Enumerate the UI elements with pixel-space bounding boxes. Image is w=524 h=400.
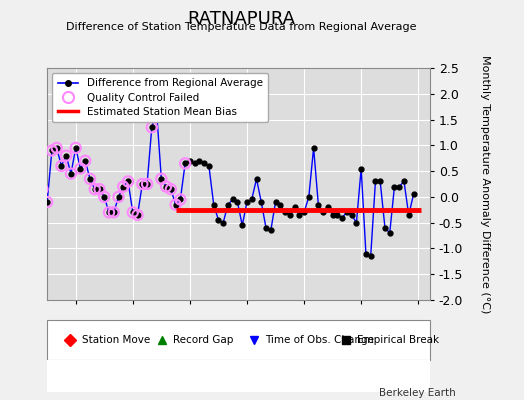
Point	[171, 202, 180, 208]
Point	[105, 209, 113, 216]
Text: RATNAPURA: RATNAPURA	[187, 10, 295, 28]
Point	[100, 194, 108, 200]
Point	[114, 194, 123, 200]
Point	[152, 109, 161, 115]
Point	[43, 199, 51, 205]
Text: Record Gap: Record Gap	[173, 335, 234, 345]
Legend: Difference from Regional Average, Quality Control Failed, Estimated Station Mean: Difference from Regional Average, Qualit…	[52, 73, 268, 122]
Point	[29, 150, 37, 156]
Point	[62, 152, 70, 159]
Text: Difference of Station Temperature Data from Regional Average: Difference of Station Temperature Data f…	[66, 22, 416, 32]
Point	[167, 186, 175, 192]
Point	[176, 196, 184, 203]
Text: Time of Obs. Change: Time of Obs. Change	[265, 335, 374, 345]
Point	[67, 170, 75, 177]
Point	[95, 186, 104, 192]
Point	[81, 158, 90, 164]
Point	[15, 147, 23, 154]
Point	[133, 212, 141, 218]
Text: Empirical Break: Empirical Break	[357, 335, 439, 345]
Point	[52, 145, 61, 151]
Point	[138, 181, 147, 187]
Point	[119, 183, 127, 190]
Point	[57, 163, 66, 169]
Point	[128, 209, 137, 216]
Point	[143, 181, 151, 187]
Point	[124, 178, 132, 185]
Point	[181, 160, 189, 166]
Point	[162, 183, 170, 190]
Point	[77, 165, 85, 172]
Point	[38, 186, 47, 192]
Point	[48, 147, 56, 154]
Y-axis label: Monthly Temperature Anomaly Difference (°C): Monthly Temperature Anomaly Difference (…	[480, 55, 490, 313]
Point	[148, 124, 156, 130]
Point	[86, 176, 94, 182]
Point	[24, 168, 32, 174]
Text: Station Move: Station Move	[82, 335, 150, 345]
Point	[71, 145, 80, 151]
FancyBboxPatch shape	[47, 320, 430, 360]
Point	[157, 176, 166, 182]
Point	[91, 186, 99, 192]
Text: Berkeley Earth: Berkeley Earth	[379, 388, 456, 398]
Point	[34, 178, 42, 185]
Point	[110, 209, 118, 216]
Point	[19, 163, 28, 169]
